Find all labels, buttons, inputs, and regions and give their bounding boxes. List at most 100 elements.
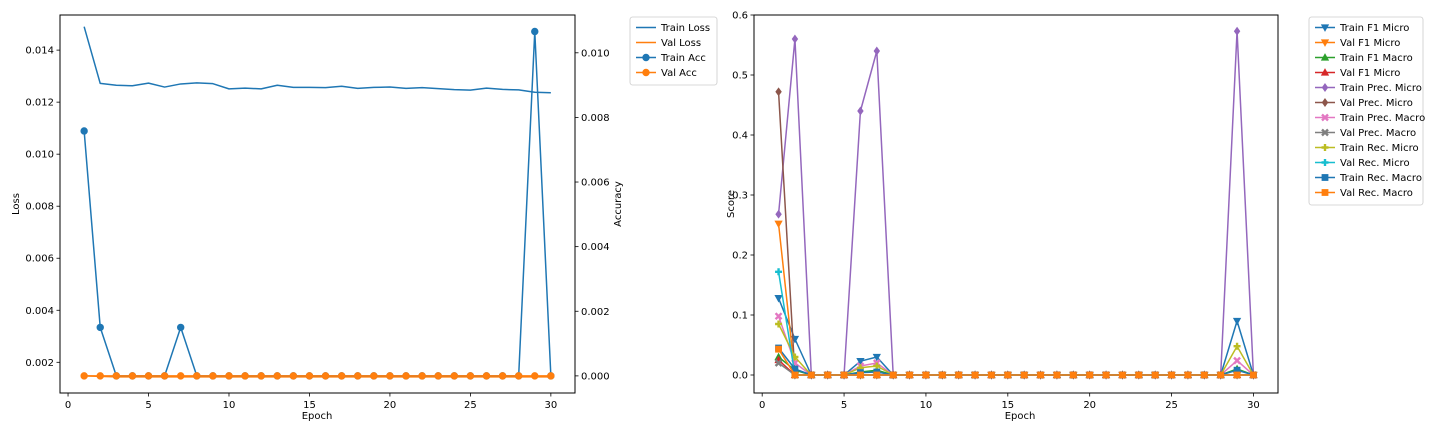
- data-point-val-acc: [370, 372, 378, 380]
- score-series: [774, 26, 1258, 380]
- series-val-acc: [80, 372, 555, 380]
- legend-marker-val-acc: [642, 68, 650, 77]
- data-point-val-f1-micro: [774, 220, 783, 229]
- y-tick-label: 0.002: [25, 358, 54, 369]
- legend-label-train-prec-micro: Train Prec. Micro: [1339, 83, 1422, 94]
- chart-1-x-label: Epoch: [302, 411, 333, 422]
- data-point-val-rec-macro: [1069, 371, 1077, 379]
- data-point-train-acc: [96, 323, 104, 332]
- data-point-val-rec-macro: [1004, 371, 1012, 379]
- data-point-val-acc: [160, 372, 169, 380]
- data-point-val-rec-macro: [807, 371, 815, 379]
- chart-2-y-ticks: 0.0 0.1 0.2 0.3 0.4 0.5 0.6: [732, 11, 754, 382]
- y-tick-label: 0.6: [732, 11, 748, 22]
- series-val-rec-macro: [775, 345, 1257, 379]
- data-point-val-rec-macro: [1250, 371, 1257, 379]
- data-point-val-acc: [225, 372, 233, 380]
- chart-2-legend: Train F1 Micro Val F1 Micro Train F1 Macro…: [1308, 16, 1425, 206]
- x-tick-label: 25: [464, 400, 477, 411]
- y-tick-label: 0.010: [25, 150, 54, 161]
- data-point-val-rec-macro: [1217, 371, 1225, 379]
- x-tick-label: 5: [145, 400, 151, 411]
- data-point-val-rec-macro: [1184, 371, 1192, 379]
- x-tick-label: 25: [1165, 400, 1178, 411]
- data-point-val-acc: [305, 372, 314, 380]
- loss-accuracy-series: [80, 26, 555, 380]
- legend-label-train-rec-micro: Train Rec. Micro: [1339, 143, 1419, 154]
- x-tick-label: 5: [841, 400, 847, 411]
- data-point-val-rec-macro: [1168, 371, 1175, 379]
- legend-marker-train-f1-micro: [1320, 24, 1330, 32]
- chart-1-legend: Train Loss Val Loss Train Acc Val Acc: [629, 16, 718, 86]
- data-point-val-acc: [112, 372, 121, 380]
- y-tick-label: 0.2: [732, 251, 748, 262]
- data-point-train-prec-macro: [774, 312, 783, 321]
- y-tick-label: 0.5: [732, 71, 748, 82]
- x-tick-label: 15: [303, 400, 316, 411]
- data-point-val-rec-macro: [971, 371, 979, 379]
- data-point-val-rec-macro: [1135, 371, 1143, 379]
- legend-marker-train-rec-macro: [1321, 174, 1329, 181]
- data-point-val-acc: [418, 372, 426, 380]
- data-point-val-rec-macro: [906, 371, 913, 379]
- data-point-val-rec-macro: [791, 371, 799, 379]
- legend-label-val-rec-macro: Val Rec. Macro: [1340, 188, 1413, 199]
- x-tick-label: 10: [223, 400, 236, 411]
- legend-label-train-prec-macro: Train Prec. Macro: [1339, 113, 1425, 124]
- data-point-val-acc: [177, 372, 185, 380]
- legend-marker-val-rec-micro: [1321, 159, 1329, 166]
- legend-label-val-acc: Val Acc: [661, 68, 697, 79]
- data-point-train-prec-macro: [1233, 356, 1241, 365]
- y2-tick-label: 0.002: [581, 307, 610, 318]
- data-point-val-acc: [96, 372, 104, 380]
- data-point-val-rec-macro: [873, 371, 881, 379]
- legend-marker-train-rec-micro: [1321, 144, 1329, 151]
- legend-marker-train-prec-micro: [1321, 83, 1329, 92]
- y-tick-label: 0.0: [732, 371, 748, 382]
- data-point-val-rec-macro: [1086, 371, 1094, 379]
- x-tick-label: 10: [920, 400, 933, 411]
- series-train-loss: [83, 26, 551, 94]
- data-point-train-f1-micro: [1232, 317, 1242, 326]
- chart-1-y2-ticks: 0.000 0.002 0.004 0.006 0.008 0.010: [575, 48, 610, 382]
- data-point-val-acc: [257, 372, 265, 380]
- legend-marker-val-rec-macro: [1321, 189, 1329, 196]
- data-point-val-acc: [482, 372, 491, 380]
- series-line-train-prec-macro: [777, 315, 1254, 376]
- series-line-train-f1-micro: [777, 297, 1255, 376]
- chart-1-frame: [59, 14, 576, 394]
- score-chart: 0 5 10 15 20 25 30 0.0 0.1 0.2 0.3 0.4 0.5 0.6 Epoch…: [726, 11, 1425, 423]
- legend-frame: [1308, 16, 1424, 206]
- y-tick-label: 0.1: [732, 311, 748, 322]
- data-point-val-rec-macro: [1151, 371, 1159, 379]
- data-point-train-f1-micro: [856, 358, 865, 366]
- data-point-val-acc: [498, 372, 507, 380]
- chart-2-y-label: Score: [726, 190, 737, 218]
- x-tick-label: 0: [759, 400, 765, 411]
- data-point-val-acc: [321, 372, 330, 380]
- y2-tick-label: 0.008: [581, 113, 610, 124]
- y-tick-label: 0.006: [25, 254, 54, 265]
- series-val-prec-micro: [775, 87, 1257, 380]
- data-point-val-prec-macro: [774, 359, 783, 367]
- legend-label-train-acc: Train Acc: [660, 53, 706, 64]
- data-point-val-rec-macro: [1037, 371, 1044, 379]
- legend-marker-val-f1-micro: [1320, 39, 1330, 47]
- series-line-train-prec-micro: [777, 30, 1255, 376]
- data-point-val-rec-macro: [1233, 371, 1241, 379]
- legend-marker-val-f1-micro: [1320, 68, 1330, 76]
- data-point-val-acc: [337, 372, 346, 380]
- data-point-val-acc: [354, 372, 362, 380]
- legend-marker-train-prec-macro: [1321, 113, 1329, 122]
- data-point-val-rec-macro: [857, 371, 864, 379]
- x-tick-label: 30: [1247, 400, 1260, 411]
- x-tick-label: 20: [1083, 400, 1096, 411]
- data-point-val-prec-micro: [775, 87, 782, 97]
- series-val-f1-micro: [774, 220, 1258, 380]
- x-tick-label: 30: [544, 400, 557, 411]
- chart-2-x-ticks: 0 5 10 15 20 25 30: [759, 393, 1260, 411]
- data-point-train-f1-micro: [774, 295, 783, 303]
- data-point-train-rec-micro: [1233, 342, 1241, 350]
- data-point-train-rec-micro: [873, 362, 881, 370]
